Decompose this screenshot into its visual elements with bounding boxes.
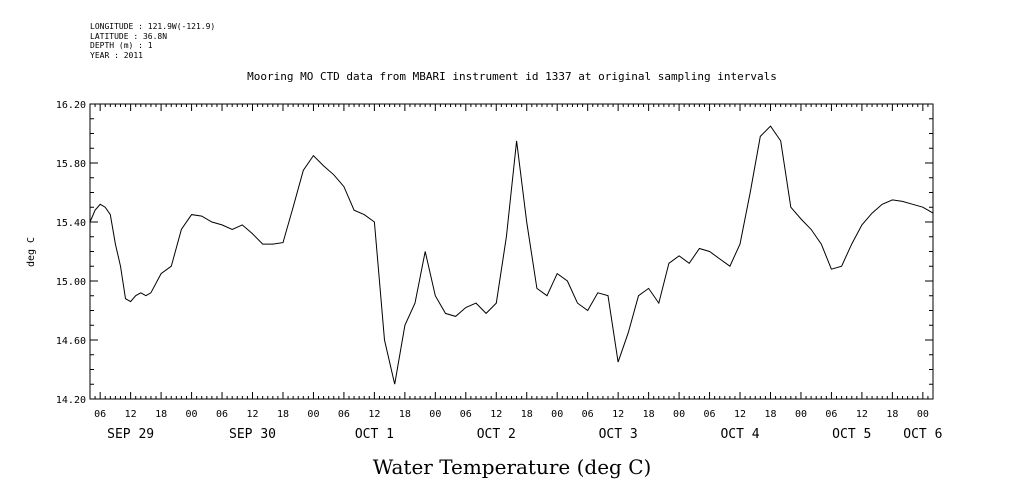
y-tick-label: 16.20 [56,100,86,111]
y-tick-label: 15.80 [56,159,86,170]
plot-frame [89,103,934,400]
x-hour-tick-label: 12 [246,409,258,420]
x-date-label: OCT 3 [599,427,638,442]
x-date-labels: SEP 29 SEP 30 OCT 1 OCT 2 OCT 3 OCT 4 OCT 5 OCT… [107,427,942,442]
y-tick-labels: 14.20 14.60 15.00 15.40 15.80 16.20 [56,100,86,406]
y-tick-label: 14.60 [56,336,86,347]
y-tick-label: 14.20 [56,395,86,406]
x-hour-tick-label: 18 [277,409,289,420]
series-line [89,125,934,385]
meta-latitude: LATITUDE : 36.8N [90,31,168,41]
x-hour-tick-label: 00 [673,409,685,420]
x-hour-tick-label: 06 [94,409,106,420]
meta-depth: DEPTH (m) : 1 [90,41,153,51]
x-date-label: SEP 29 [107,427,154,442]
x-hour-tick-label: 00 [429,409,441,420]
x-date-label: OCT 5 [832,427,871,442]
x-hour-tick-label: 06 [338,409,350,420]
x-hour-tick-label: 12 [125,409,137,420]
x-hour-tick-label: 06 [460,409,472,420]
x-hour-tick-label: 06 [704,409,716,420]
x-hour-tick-label: 18 [764,409,776,420]
axis-ticks [89,103,934,400]
x-hour-tick-label: 06 [825,409,837,420]
x-hour-tick-label: 12 [856,409,868,420]
x-hour-tick-label: 18 [886,409,898,420]
x-hour-tick-label: 00 [551,409,563,420]
x-hour-tick-label: 00 [917,409,929,420]
x-hour-tick-label: 18 [643,409,655,420]
x-hour-tick-label: 18 [399,409,411,420]
meta-longitude: LONGITUDE : 121.9W(-121.9) [90,22,216,31]
metadata-block: LONGITUDE : 121.9W(-121.9) LATITUDE : 36… [90,22,215,60]
y-axis-label: deg C [26,237,37,267]
x-date-label: SEP 30 [229,427,276,442]
y-tick-label: 15.00 [56,277,86,288]
x-date-label: OCT 4 [720,427,759,442]
x-hour-tick-label: 12 [490,409,502,420]
chart-title: Mooring MO CTD data from MBARI instrumen… [247,70,777,83]
x-date-label: OCT 2 [477,427,516,442]
x-hour-tick-label: 18 [155,409,167,420]
x-hour-tick-label: 12 [612,409,624,420]
x-date-label: OCT 1 [355,427,394,442]
x-hour-tick-label: 18 [521,409,533,420]
x-axis-label: Water Temperature (deg C) [373,455,652,479]
x-hour-tick-labels: 06 12 18 00 06 12 18 00 06 12 18 00 06 12 18 00 06 12 18 00… [94,409,929,420]
x-hour-tick-label: 12 [368,409,380,420]
y-tick-label: 15.40 [56,218,86,229]
x-hour-tick-label: 00 [186,409,198,420]
x-hour-tick-label: 00 [307,409,319,420]
x-hour-tick-label: 12 [734,409,746,420]
meta-year: YEAR : 2011 [90,50,143,60]
x-date-label: OCT 6 [903,427,942,442]
x-hour-tick-label: 06 [216,409,228,420]
x-hour-tick-label: 00 [795,409,807,420]
x-hour-tick-label: 06 [582,409,594,420]
